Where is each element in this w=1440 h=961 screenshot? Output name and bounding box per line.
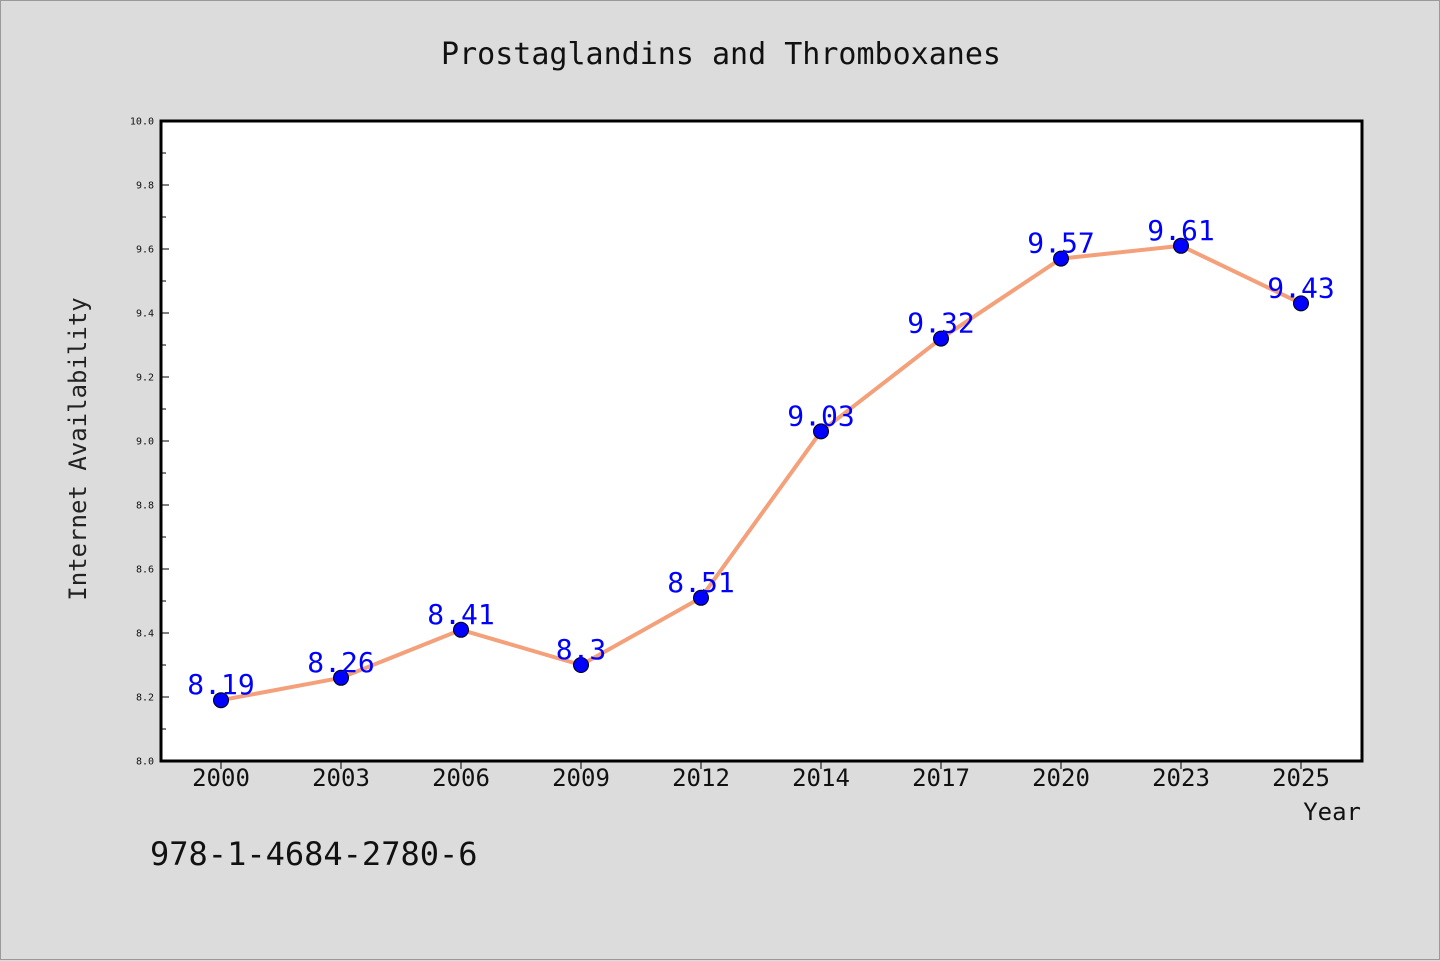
x-tick-label: 2023 <box>1152 764 1210 792</box>
x-tick-label: 2000 <box>192 764 250 792</box>
y-tick-label: 8.2 <box>136 693 154 704</box>
data-point <box>573 657 589 673</box>
x-axis-label: Year <box>1303 798 1361 826</box>
data-label: 8.19 <box>187 668 254 701</box>
series-line <box>220 243 1302 703</box>
series-group <box>213 237 1309 709</box>
data-label: 8.3 <box>556 633 607 666</box>
data-point <box>213 692 229 709</box>
x-tick-label: 2006 <box>432 764 490 792</box>
y-axis-label: Internet Availability <box>64 297 92 600</box>
x-tick-label: 2014 <box>792 764 850 792</box>
data-label: 8.51 <box>667 566 734 599</box>
x-tick-label: 2012 <box>672 764 730 792</box>
data-point <box>333 669 349 686</box>
y-tick-label: 9.8 <box>136 181 154 192</box>
data-label: 9.57 <box>1027 227 1094 260</box>
data-label: 8.26 <box>307 646 374 679</box>
data-point <box>933 330 949 347</box>
data-point <box>1173 237 1189 254</box>
x-tick-label: 2009 <box>552 764 610 792</box>
x-tick-label: 2020 <box>1032 764 1090 792</box>
y-axis: 8.0 8.2 8.4 8.6 8.8 9.0 9.2 9.4 9.6 9.8 10.0 <box>130 117 169 768</box>
y-tick-label: 8.0 <box>136 757 154 768</box>
x-tick-label: 2017 <box>912 764 970 792</box>
y-tick-label: 8.6 <box>136 565 154 576</box>
x-tick-label: 2003 <box>312 764 370 792</box>
y-tick-label: 10.0 <box>130 117 154 128</box>
data-label: 8.41 <box>427 598 494 631</box>
data-label: 9.03 <box>787 399 854 432</box>
data-label-group: 8.19 8.26 8.41 8.3 8.51 9.03 9.32 9.57 9.61 9.43 <box>187 214 1334 701</box>
y-tick-label: 9.4 <box>136 309 154 320</box>
y-tick-label: 8.8 <box>136 501 154 512</box>
y-tick-label: 9.2 <box>136 373 154 384</box>
y-tick-label: 9.6 <box>136 245 154 256</box>
plot-area <box>159 119 1364 763</box>
y-tick-label: 9.0 <box>136 437 154 448</box>
x-tick-label: 2025 <box>1272 764 1330 792</box>
data-point <box>1053 250 1069 267</box>
chart-title: Prostaglandins and Thromboxanes <box>441 37 1001 72</box>
data-point <box>1293 295 1309 312</box>
data-point <box>813 423 829 440</box>
x-axis: 2000 2003 2006 2009 2012 2014 2017 2020 2023 2025 <box>192 761 1330 792</box>
isbn-text: 978-1-4684-2780-6 <box>150 835 478 873</box>
data-point <box>453 621 469 638</box>
y-tick-label: 8.4 <box>136 629 154 640</box>
data-label: 9.43 <box>1267 271 1334 304</box>
data-point <box>693 589 709 606</box>
data-label: 9.32 <box>907 307 974 340</box>
data-label: 9.61 <box>1147 214 1214 247</box>
